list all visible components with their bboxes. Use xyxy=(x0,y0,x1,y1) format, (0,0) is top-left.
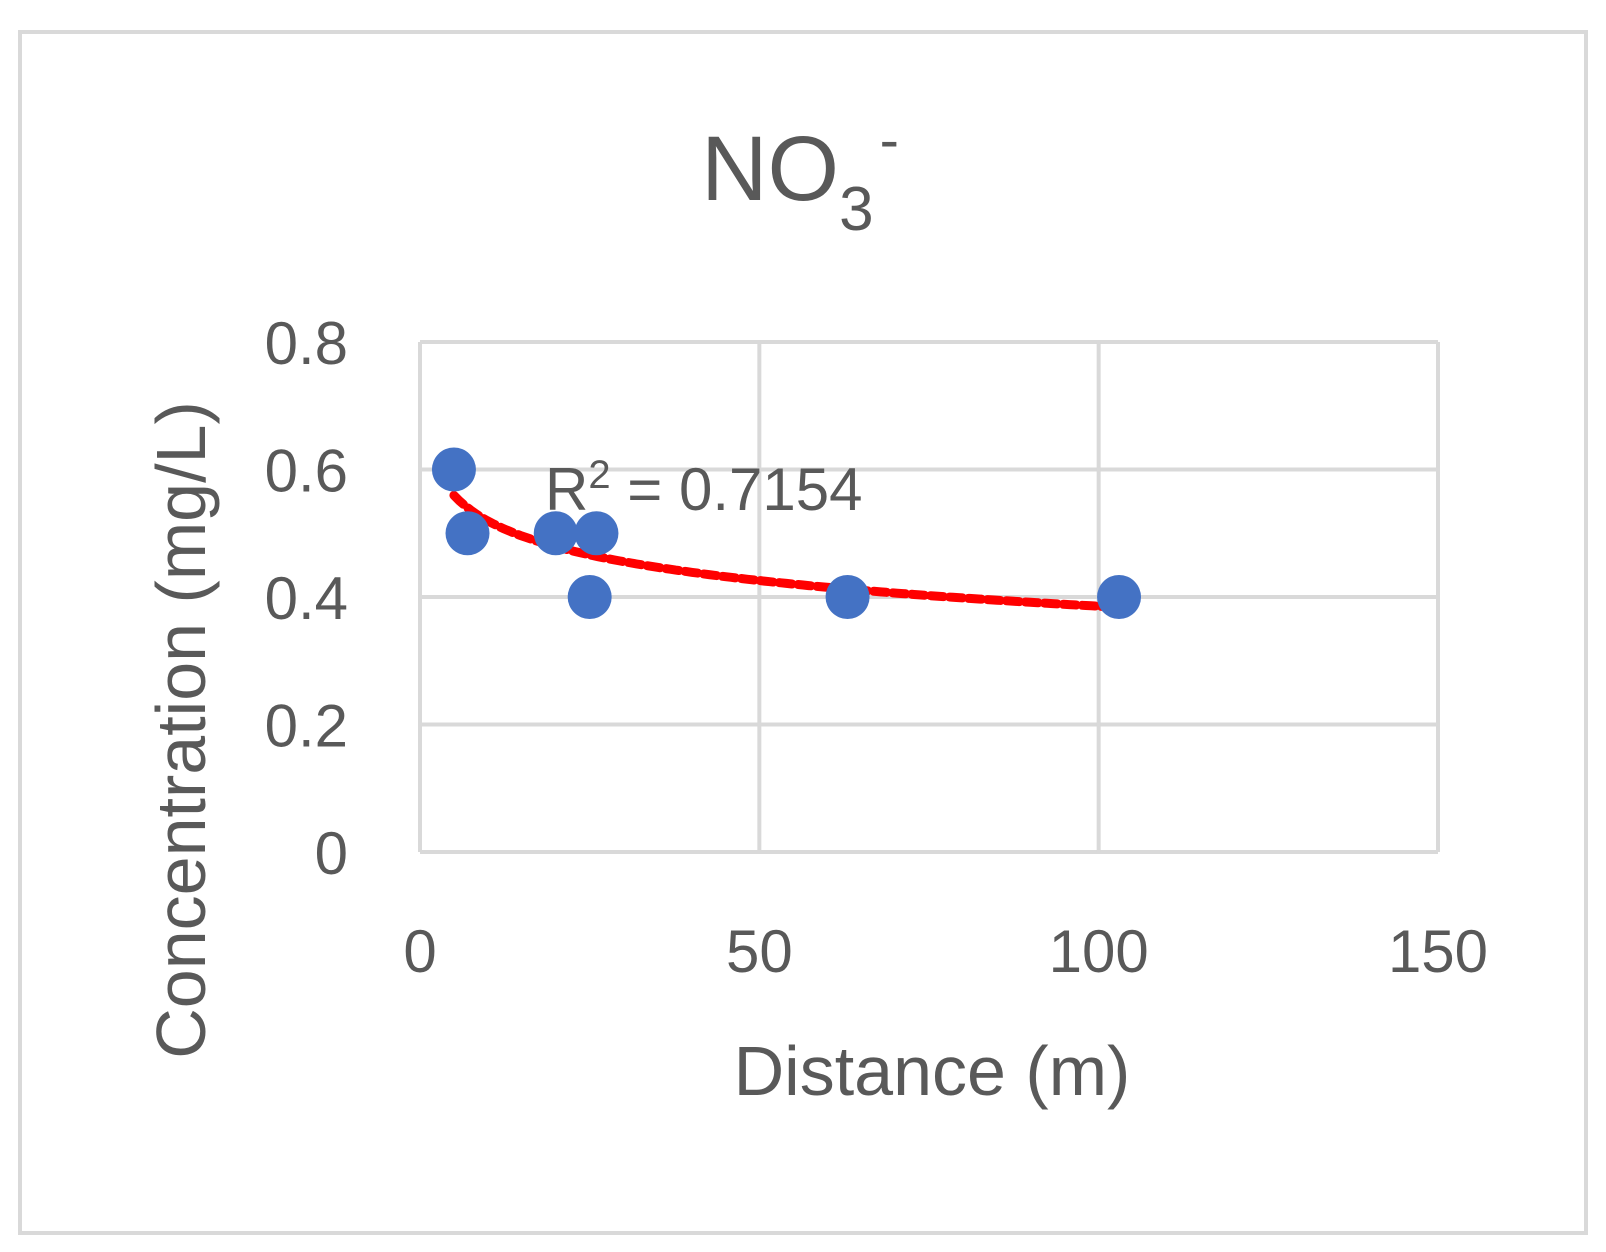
chart-title-main: NO xyxy=(701,118,839,220)
data-points xyxy=(431,447,1142,619)
x-tick-label-3: 150 xyxy=(1388,918,1488,985)
chart-frame xyxy=(18,30,1588,1235)
chart-title-subscript: 3 xyxy=(839,175,873,244)
r-squared-superscript: 2 xyxy=(588,453,610,497)
chart-title-superscript: - xyxy=(880,108,899,173)
data-point-1 xyxy=(445,511,490,556)
data-point-6 xyxy=(1097,575,1142,619)
x-axis-title: Distance (m) xyxy=(734,1032,1131,1110)
x-tick-label-0: 0 xyxy=(403,918,436,985)
data-point-3 xyxy=(574,511,619,556)
data-point-5 xyxy=(825,575,870,619)
data-point-4 xyxy=(567,575,612,619)
y-tick-label-0: 0 xyxy=(315,820,348,887)
y-tick-labels: 0 0.2 0.4 0.6 0.8 xyxy=(265,310,348,887)
data-point-0 xyxy=(431,447,476,492)
chart-title: NO3- xyxy=(701,108,899,244)
y-tick-label-1: 0.2 xyxy=(265,693,348,760)
x-tick-label-2: 100 xyxy=(1049,918,1149,985)
r-squared-value: = 0.7154 xyxy=(611,456,863,523)
r-squared-label: R2 = 0.7154 xyxy=(545,453,863,523)
grid-lines xyxy=(418,340,1440,854)
data-point-2 xyxy=(533,511,578,556)
r-squared-symbol: R xyxy=(545,456,588,523)
y-axis-title: Concentration (mg/L) xyxy=(142,401,220,1059)
y-tick-label-3: 0.6 xyxy=(265,438,348,505)
x-tick-label-1: 50 xyxy=(726,918,793,985)
x-tick-labels: 0 50 100 150 xyxy=(403,918,1488,985)
y-tick-label-4: 0.8 xyxy=(265,310,348,377)
y-tick-label-2: 0.4 xyxy=(265,565,348,632)
